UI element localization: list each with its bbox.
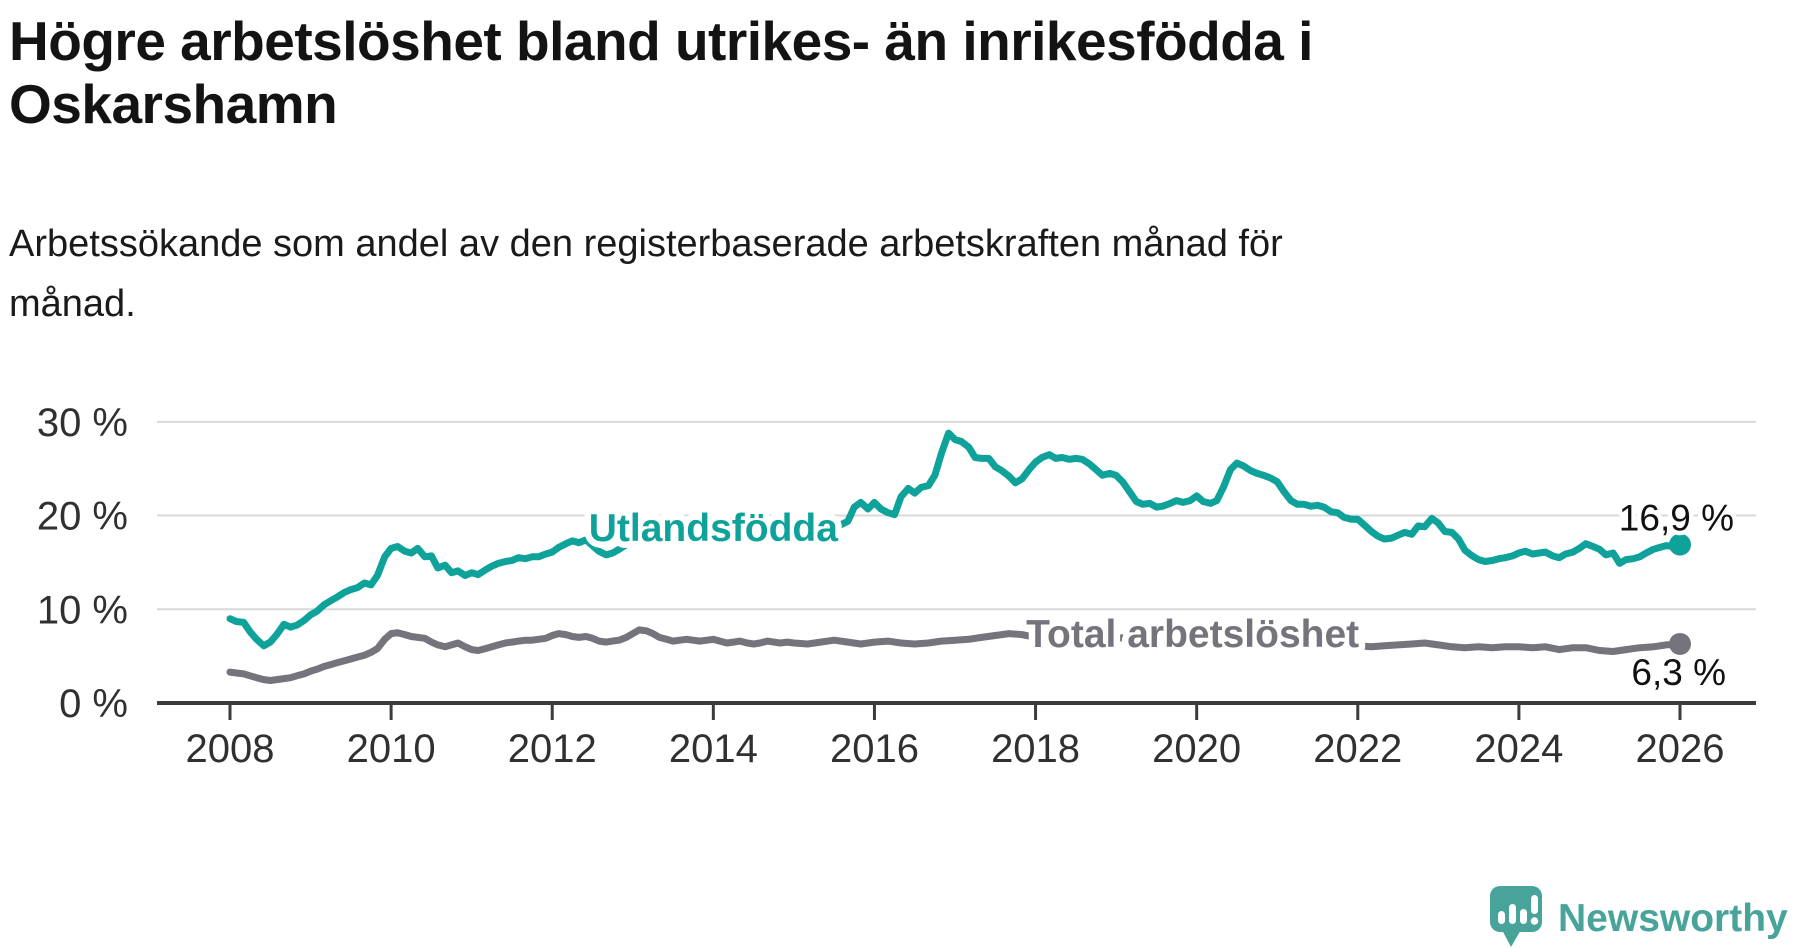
x-tick-label: 2018 bbox=[991, 727, 1080, 771]
y-tick-label: 20 % bbox=[37, 495, 128, 539]
title-line-2: Oskarshamn bbox=[9, 73, 338, 136]
value-label-utlandsfodda: 16,9 % bbox=[1619, 498, 1734, 539]
y-tick-label: 30 % bbox=[37, 401, 128, 445]
series-lines bbox=[226, 429, 1684, 684]
newsworthy-wordmark: Newsworthy bbox=[1558, 897, 1788, 940]
x-tick-label: 2016 bbox=[830, 727, 919, 771]
x-tick-label: 2022 bbox=[1313, 727, 1402, 771]
subtitle-line-2: månad. bbox=[9, 283, 136, 326]
subtitle-line-1: Arbetssökande som andel av den registerb… bbox=[9, 223, 1283, 265]
x-tick-label: 2012 bbox=[508, 727, 597, 771]
series-end-dot-total bbox=[1669, 632, 1692, 655]
page-title: Högre arbetslöshet bland utrikes- än inr… bbox=[9, 10, 1313, 137]
x-tick-label: 2010 bbox=[347, 727, 436, 771]
title-line-1: Högre arbetslöshet bland utrikes- än inr… bbox=[9, 10, 1313, 72]
series-line-total bbox=[226, 626, 1684, 684]
series-end-dot-utlandsfodda bbox=[1669, 533, 1692, 556]
value-label-total: 6,3 % bbox=[1631, 652, 1726, 693]
series-label-total: Total arbetslöshet bbox=[1026, 613, 1359, 656]
x-tick-label: 2024 bbox=[1474, 727, 1563, 771]
series-label-utlandsfodda: Utlandsfödda bbox=[589, 507, 838, 550]
newsworthy-logo[interactable]: Newsworthy bbox=[1490, 886, 1788, 947]
x-tick-label: 2020 bbox=[1152, 727, 1241, 771]
gridlines: 0 % 10 % 20 % 30 % bbox=[37, 401, 1756, 726]
series-line-utlandsfodda bbox=[226, 429, 1684, 650]
page-subtitle: Arbetssökande som andel av den registerb… bbox=[9, 214, 1283, 334]
series-labels: Utlandsfödda 16,9 % Total arbetslöshet 6,3 … bbox=[582, 493, 1738, 697]
newsworthy-icon bbox=[1490, 886, 1542, 947]
y-tick-label: 0 % bbox=[59, 682, 128, 726]
y-tick-label: 10 % bbox=[37, 588, 128, 632]
speech-bubble-tail-icon bbox=[1501, 928, 1522, 947]
x-tick-label: 2008 bbox=[186, 727, 275, 771]
x-axis: 2008 2010 2012 2014 2016 2018 2020 2022 2024 2026 bbox=[157, 701, 1756, 771]
x-tick-label: 2014 bbox=[669, 727, 758, 771]
x-tick-label: 2026 bbox=[1636, 727, 1725, 771]
